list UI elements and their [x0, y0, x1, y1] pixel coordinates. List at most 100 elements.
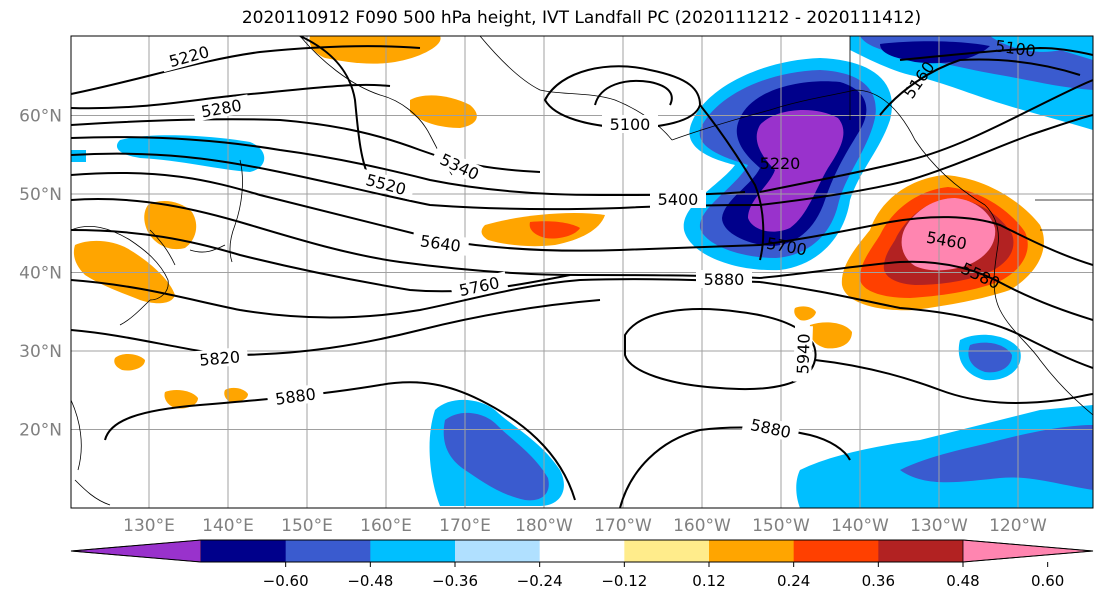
- contour-label: 5880: [749, 415, 793, 442]
- neg-region-small: [71, 150, 86, 162]
- lon-label: 170°W: [594, 516, 652, 536]
- colorbar-tick-label: −0.36: [432, 572, 478, 590]
- lon-label: 150°E: [281, 516, 333, 536]
- lon-label: 120°W: [989, 516, 1047, 536]
- ivt-shading: [71, 36, 1093, 508]
- colorbar-tick-label: −0.12: [601, 572, 647, 590]
- contour-east-6: [814, 359, 1093, 404]
- contour-5100-b: [594, 79, 673, 106]
- colorbar-segment: [793, 540, 879, 562]
- contour-label: 5880: [274, 384, 317, 408]
- pos-region-aleutian-w: [309, 36, 441, 64]
- pos-region-w-small-2: [164, 390, 198, 409]
- colorbar-tick-label: −0.24: [517, 572, 563, 590]
- contour-a7: [71, 198, 761, 279]
- lon-label: 180°W: [515, 516, 573, 536]
- colorbar-segment: [201, 540, 287, 562]
- colorbar-segment: [539, 540, 625, 562]
- pos-region-kuril: [144, 200, 197, 250]
- contour-label: 5940: [793, 333, 813, 374]
- contour-w-low: [299, 36, 371, 181]
- colorbar-segment: [455, 540, 541, 562]
- colorbar-segment: [624, 540, 710, 562]
- contour-label: 5880: [704, 270, 745, 289]
- neg-region-gulf-alaska-core: [748, 109, 844, 232]
- lon-label: 140°E: [202, 516, 254, 536]
- lon-label: 160°W: [673, 516, 731, 536]
- longitude-labels: 130°E 140°E 150°E 160°E 170°E 180°W 170°W 160°W…: [123, 516, 1047, 536]
- contour-label: 5340: [437, 150, 482, 184]
- contour-label: 5220: [760, 154, 801, 173]
- colorbar-outline: [70, 539, 1094, 563]
- contour-5940: [624, 308, 817, 391]
- contour-label: 5760: [457, 273, 501, 300]
- pos-region-bering: [410, 95, 477, 128]
- colorbar-segment: [370, 540, 456, 562]
- lon-label: 170°E: [439, 516, 491, 536]
- colorbar-tick-label: 0.12: [692, 572, 725, 590]
- lat-label: 30°N: [19, 342, 62, 362]
- colorbar-segment: [878, 540, 964, 562]
- lon-label: 160°E: [360, 516, 412, 536]
- contour-label: 5400: [658, 190, 699, 209]
- contour-5820: [71, 299, 601, 357]
- contour-a9: [71, 278, 761, 319]
- colorbar-tick-label: 0.36: [862, 572, 895, 590]
- contour-east-1: [759, 79, 1093, 193]
- contour-trough: [699, 104, 765, 261]
- lat-label: 40°N: [19, 264, 62, 284]
- contour-east-4: [759, 260, 1093, 321]
- pos-region-hawaii-n: [809, 322, 852, 349]
- contour-5220-a: [71, 45, 421, 95]
- contour-5880-e: [619, 426, 851, 508]
- contour-5280-a: [71, 83, 391, 110]
- map-frame: [70, 35, 1094, 509]
- colorbar: −0.60 −0.48 −0.36 −0.24 −0.12 0.12 0.24 0.36 0.4…: [70, 539, 1094, 590]
- lat-label: 50°N: [19, 185, 62, 205]
- latitude-labels: 60°N 50°N 40°N 30°N 20°N: [19, 107, 62, 441]
- contour-a4: [71, 136, 746, 197]
- colorbar-tick-label: 0.24: [777, 572, 810, 590]
- contour-5100-ne: [899, 46, 1093, 61]
- coast-sakhalin: [229, 159, 243, 263]
- contour-label: 5640: [419, 231, 462, 255]
- pos-region-hawaii-n2: [794, 306, 816, 321]
- contour-5160-ne: [879, 58, 1081, 116]
- contour-east-3: [759, 216, 1093, 266]
- colorbar-segment: [285, 540, 371, 562]
- lat-label: 60°N: [19, 107, 62, 127]
- lon-label: 140°W: [831, 516, 889, 536]
- contour-5100-a: [543, 65, 702, 130]
- colorbar-tick-label: 0.48: [946, 572, 979, 590]
- neg-region-subtropical-2: [443, 412, 549, 501]
- lat-label: 20°N: [19, 421, 62, 441]
- pos-region-w-small-1: [114, 354, 145, 371]
- lon-label: 130°W: [910, 516, 968, 536]
- coast-alaska-s: [671, 89, 986, 206]
- coast-japan: [149, 229, 226, 266]
- coast-na-interior: [849, 36, 1093, 231]
- map-title: 2020110912 F090 500 hPa height, IVT Land…: [241, 8, 922, 28]
- pos-region-westcoast-core: [901, 198, 996, 271]
- contour-label: 5100: [610, 115, 651, 134]
- coast-na-west: [984, 204, 1093, 416]
- pos-region-central-core: [529, 221, 580, 239]
- colorbar-tick-label: 0.60: [1031, 572, 1064, 590]
- contour-5880-w: [104, 381, 576, 501]
- neg-region-canada-3: [880, 41, 990, 64]
- coast-philippines: [71, 399, 111, 506]
- colorbar-segment: [709, 540, 795, 562]
- neg-region-east-tropical-2: [900, 425, 1093, 490]
- pos-region-w-small-3: [224, 387, 248, 403]
- contour-east-5: [759, 281, 1093, 369]
- contour-label: 5820: [199, 347, 241, 369]
- contour-east-2: [759, 114, 1093, 206]
- neg-region-baja-2: [968, 342, 1012, 373]
- colorbar-tick-label: −0.48: [347, 572, 393, 590]
- lon-label: 150°W: [752, 516, 810, 536]
- lon-label: 130°E: [123, 516, 175, 536]
- colorbar-segment: [962, 539, 1094, 563]
- colorbar-tick-label: −0.60: [263, 572, 309, 590]
- colorbar-segment: [70, 539, 202, 563]
